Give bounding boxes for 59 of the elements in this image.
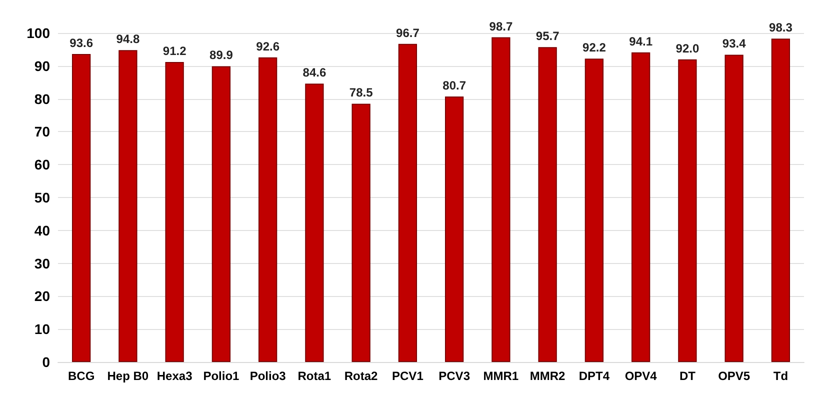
- data-label: 92.2: [582, 40, 606, 55]
- data-label: 93.6: [70, 36, 94, 50]
- data-label: 92.6: [256, 39, 280, 54]
- x-tick-label: Polio3: [250, 369, 286, 383]
- x-tick-label: Hep B0: [107, 369, 149, 383]
- bar: [492, 37, 510, 362]
- data-label: 98.3: [769, 20, 793, 35]
- y-tick-label: 20: [34, 288, 50, 304]
- bar: [165, 62, 184, 362]
- y-tick-label: 50: [34, 190, 50, 206]
- data-label: 80.7: [442, 78, 466, 92]
- y-tick-label: 90: [34, 58, 50, 74]
- x-tick-label: Rota2: [344, 369, 378, 383]
- x-tick-label: Hexa3: [156, 369, 193, 383]
- x-tick-label: DPT4: [578, 369, 610, 383]
- y-tick-label: 100: [26, 25, 50, 41]
- bar: [352, 104, 370, 362]
- x-tick-label: PCV3: [438, 369, 470, 383]
- bar: [258, 57, 278, 362]
- y-tick-label: 80: [34, 90, 50, 107]
- bar: [678, 59, 697, 362]
- bar: [305, 84, 324, 362]
- data-label: 96.7: [396, 26, 420, 40]
- bar: [72, 54, 91, 362]
- data-label: 93.4: [722, 36, 746, 51]
- data-label: 89.9: [210, 48, 234, 62]
- x-tick-label: OPV5: [718, 369, 750, 383]
- x-tick-label: Rota1: [298, 369, 332, 383]
- x-tick-label: BCG: [68, 369, 95, 383]
- x-tick-label: DT: [679, 369, 696, 383]
- y-tick-label: 10: [34, 321, 50, 338]
- data-label: 95.7: [536, 29, 560, 44]
- x-tick-label: MMR2: [530, 369, 566, 383]
- bar: [724, 54, 744, 362]
- data-label: 92.0: [676, 41, 700, 56]
- bar: [398, 44, 418, 362]
- data-label: 91.2: [162, 44, 187, 58]
- bar: [631, 52, 650, 362]
- y-tick-label: 70: [34, 124, 50, 140]
- y-tick-label: 40: [34, 222, 50, 238]
- bar: [538, 47, 557, 362]
- x-tick-label: OPV4: [624, 369, 658, 383]
- bar: [212, 66, 231, 362]
- x-tick-label: Td: [773, 369, 788, 383]
- data-label: 78.5: [349, 86, 374, 100]
- bar: [771, 38, 790, 362]
- x-tick-label: MMR1: [483, 369, 519, 383]
- y-tick-label: 0: [42, 354, 50, 370]
- x-tick-label: PCV1: [392, 369, 424, 383]
- data-label: 84.6: [302, 66, 326, 80]
- bar: [584, 58, 604, 362]
- data-label: 94.8: [116, 32, 140, 46]
- bar: [118, 50, 138, 362]
- bar: [444, 96, 464, 362]
- x-tick-label: Polio1: [203, 369, 240, 383]
- y-tick-label: 60: [34, 156, 50, 173]
- data-label: 98.7: [489, 19, 513, 34]
- y-tick-label: 30: [34, 255, 50, 272]
- data-label: 94.1: [629, 34, 653, 48]
